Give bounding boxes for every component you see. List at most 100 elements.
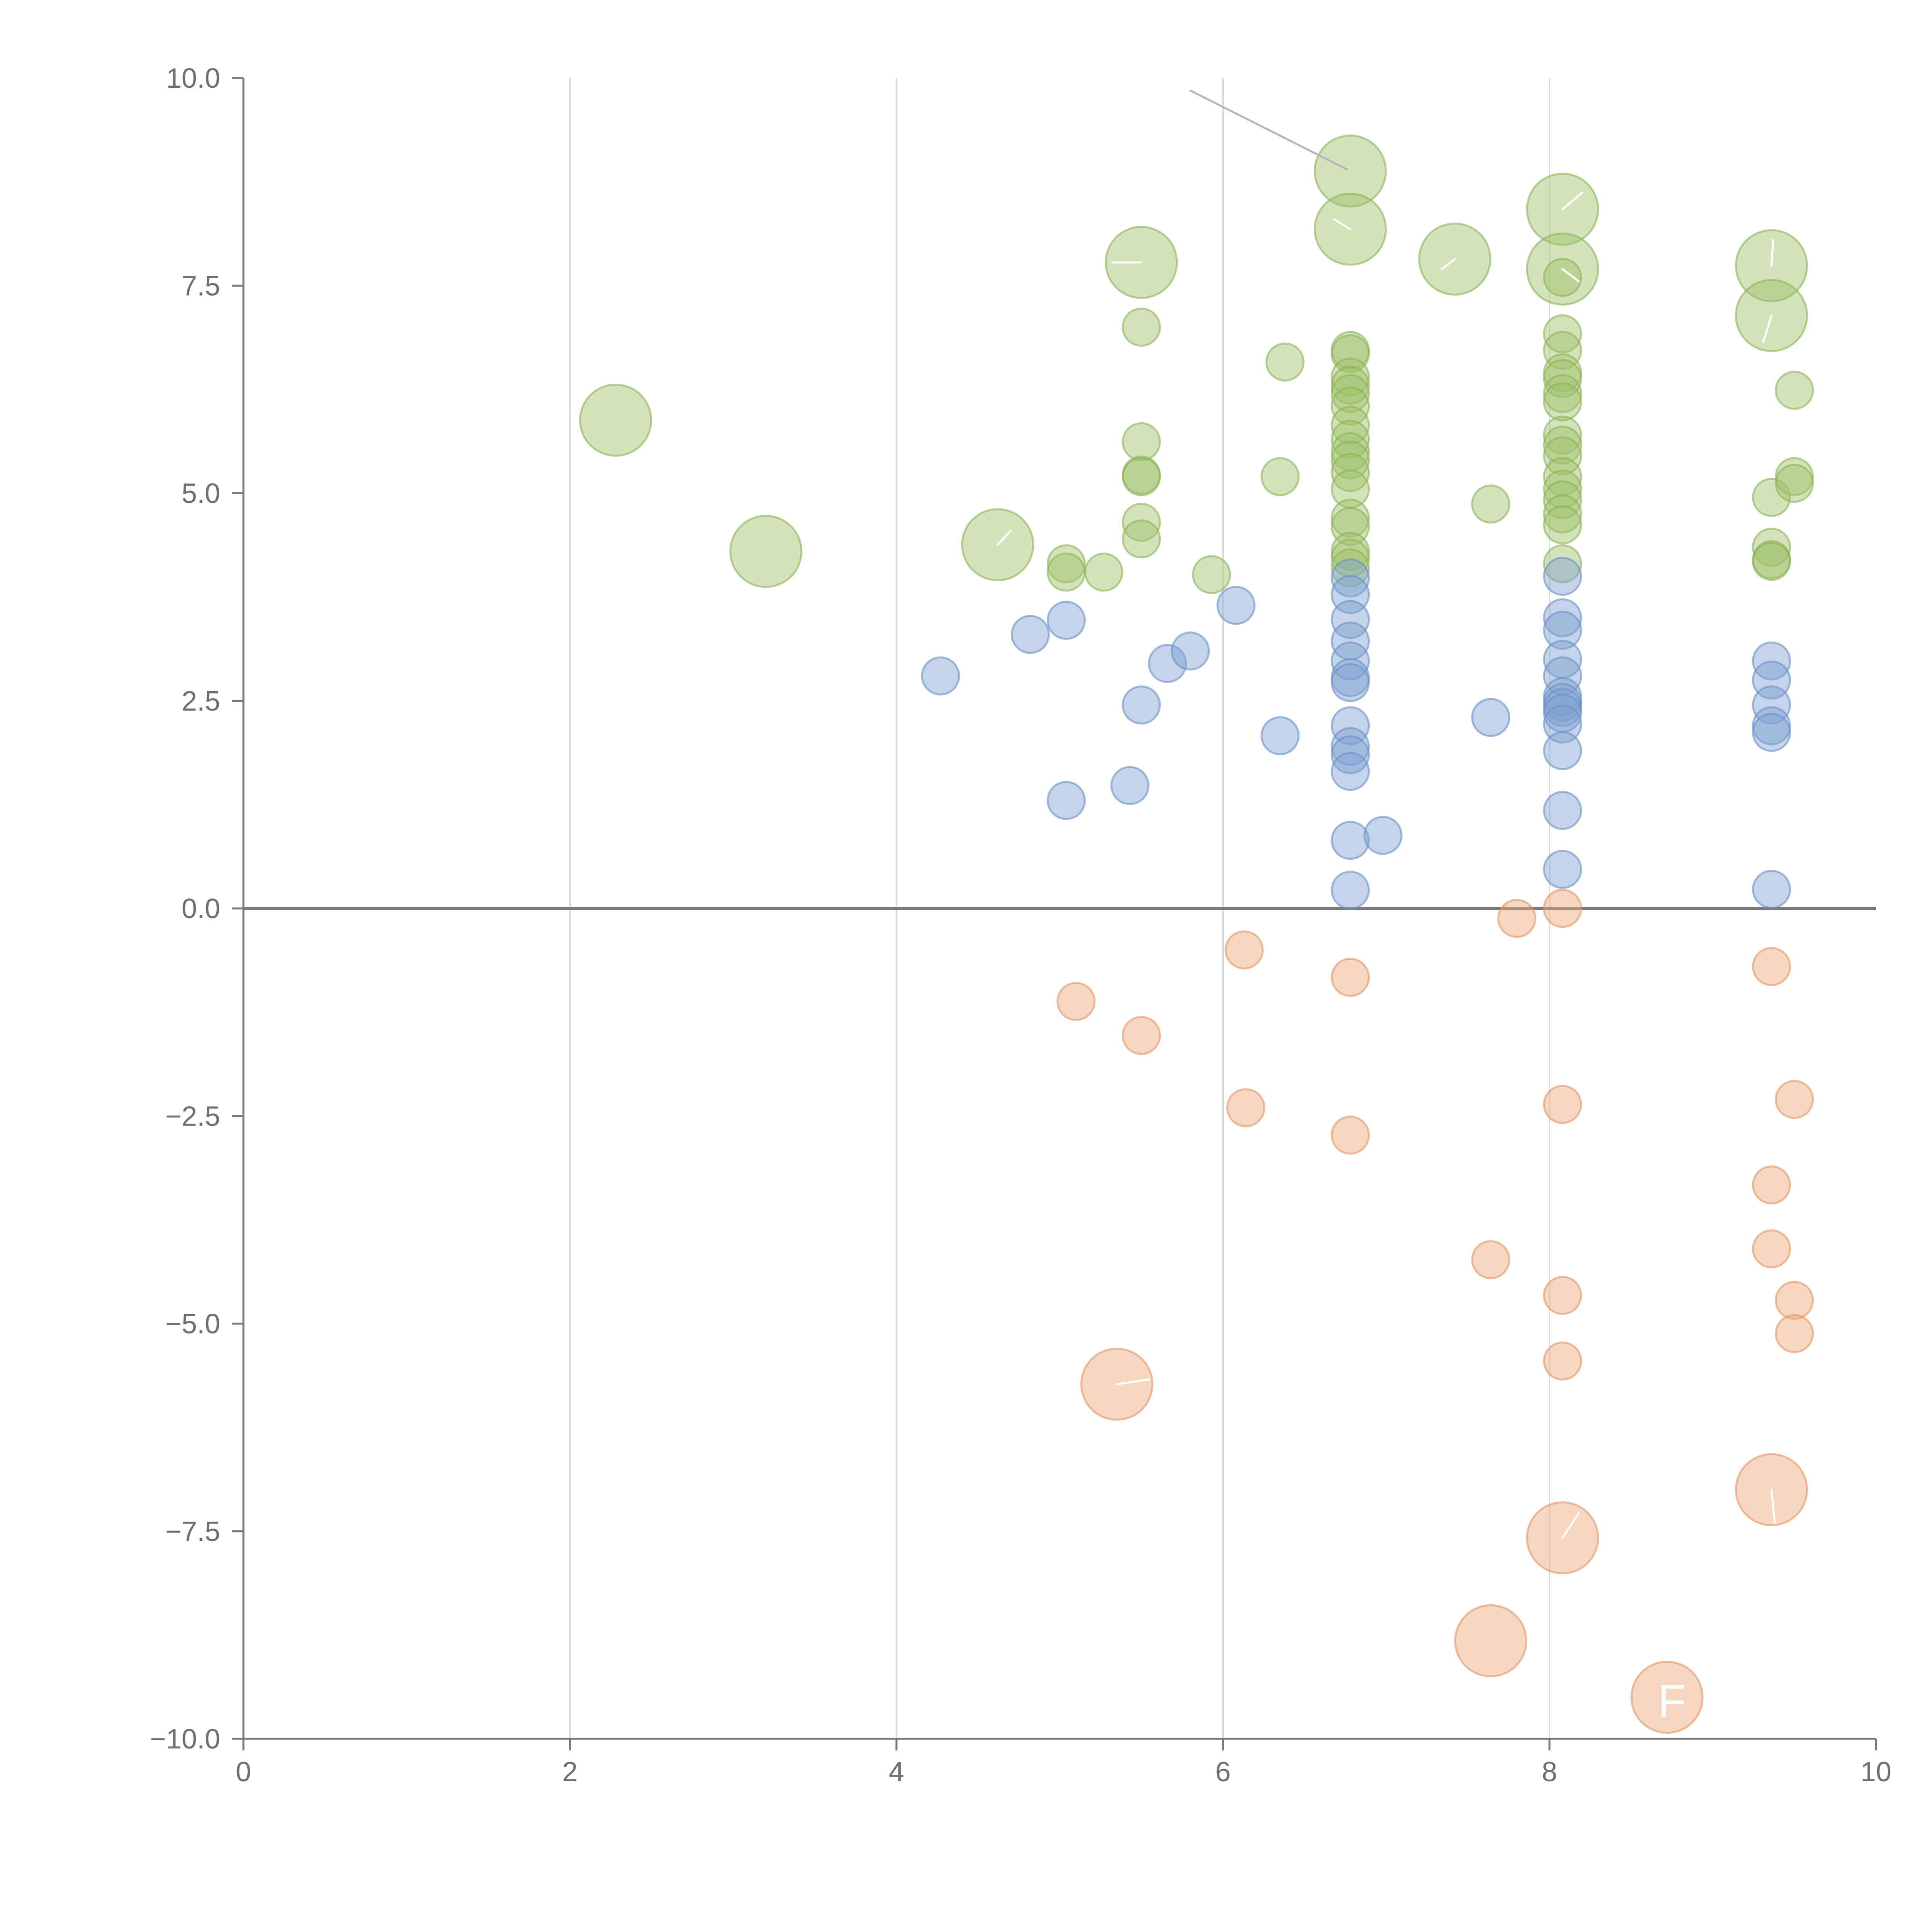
data-point [1331,334,1370,373]
leader-line [1561,268,1580,283]
data-point [921,656,960,696]
data-point [1056,982,1096,1021]
data-point [1752,947,1791,986]
data-point [1543,258,1582,297]
data-point [1122,519,1161,559]
data-point [1471,698,1510,737]
data-point [1216,586,1256,625]
data-point [1752,542,1791,581]
data-point [1543,331,1582,370]
y-tick-label: −7.5 [165,1516,220,1547]
y-tick-label: 5.0 [182,478,220,509]
data-point [1331,420,1370,459]
y-tick-label: 7.5 [182,270,220,301]
data-point [1543,791,1582,830]
data-point [1331,957,1370,997]
data-point [1331,641,1370,681]
data-point [1084,553,1124,592]
y-tick-label: −2.5 [165,1101,220,1132]
y-tick-label: 10.0 [166,63,220,94]
data-point [1122,308,1161,347]
data-point [1331,440,1370,480]
x-tick-label: 0 [236,1757,251,1787]
data-point [1331,735,1370,774]
data-point [1260,716,1300,755]
data-point [1122,1016,1161,1055]
data-point [1122,457,1161,497]
leader-line [997,529,1012,546]
data-point [1331,453,1370,492]
data-point [1471,484,1510,524]
data-point [1752,685,1791,724]
data-point [1171,631,1210,671]
data-point [1363,816,1403,855]
leader-line [1333,218,1352,230]
data-point [1543,731,1582,770]
series-blue [921,556,1791,910]
data-point [1775,1080,1814,1119]
data-point [1543,436,1582,476]
data-point [1331,821,1370,860]
data-point [1265,342,1305,382]
data-point [1543,314,1582,354]
data-point [1543,505,1582,544]
data-point [1543,494,1582,534]
data-point [1192,555,1231,594]
data-point [1497,899,1536,938]
y-tick-label: 2.5 [182,686,220,717]
data-point [1775,1281,1814,1320]
data-point [1046,781,1086,820]
data-point [1454,1604,1527,1677]
data-point [1225,930,1264,969]
data-point [1543,415,1582,455]
data-point [1110,766,1150,805]
series-green [579,134,1814,594]
data-point [1752,527,1791,567]
data-point [1543,374,1582,413]
data-point [1331,366,1370,405]
data-point [1543,556,1582,596]
leader-line [1770,1488,1776,1524]
x-tick-label: 6 [1215,1757,1231,1787]
data-point [1331,548,1370,588]
data-point [1775,464,1814,503]
data-point [1752,870,1791,909]
data-point [1543,598,1582,638]
data-point [1331,374,1370,413]
data-point [1543,889,1582,928]
data-point [1046,544,1086,583]
data-point [1775,1314,1814,1353]
data-point [1122,685,1161,724]
y-tick-label: −10.0 [150,1724,220,1755]
x-tick-label: 4 [889,1757,904,1787]
data-point [1543,425,1582,465]
y-tick-label: 0.0 [182,893,220,924]
data-point [1331,752,1370,791]
data-point [1752,1165,1791,1205]
data-point [1630,1661,1704,1734]
data-point [1543,544,1582,583]
data-point [1331,663,1370,702]
leader-line [1762,315,1773,343]
data-point [579,383,652,457]
leader-lines [997,89,1776,1539]
x-tick-label: 8 [1542,1757,1557,1787]
data-point [1471,1240,1510,1279]
data-point [1148,644,1187,683]
data-point [1543,850,1582,889]
data-point [1314,134,1387,208]
leader-line [1440,258,1456,270]
data-point [1122,503,1161,542]
data-point [1226,1088,1265,1128]
data-point [1046,553,1086,592]
data-point [1331,1116,1370,1155]
data-point [1543,611,1582,650]
data-point [1260,457,1300,497]
x-tick-label: 2 [562,1757,578,1787]
data-point [1010,615,1050,654]
data-point [1543,1276,1582,1315]
data-point [1331,600,1370,639]
data-point [1331,558,1370,598]
y-tick-label: −5.0 [165,1309,220,1340]
